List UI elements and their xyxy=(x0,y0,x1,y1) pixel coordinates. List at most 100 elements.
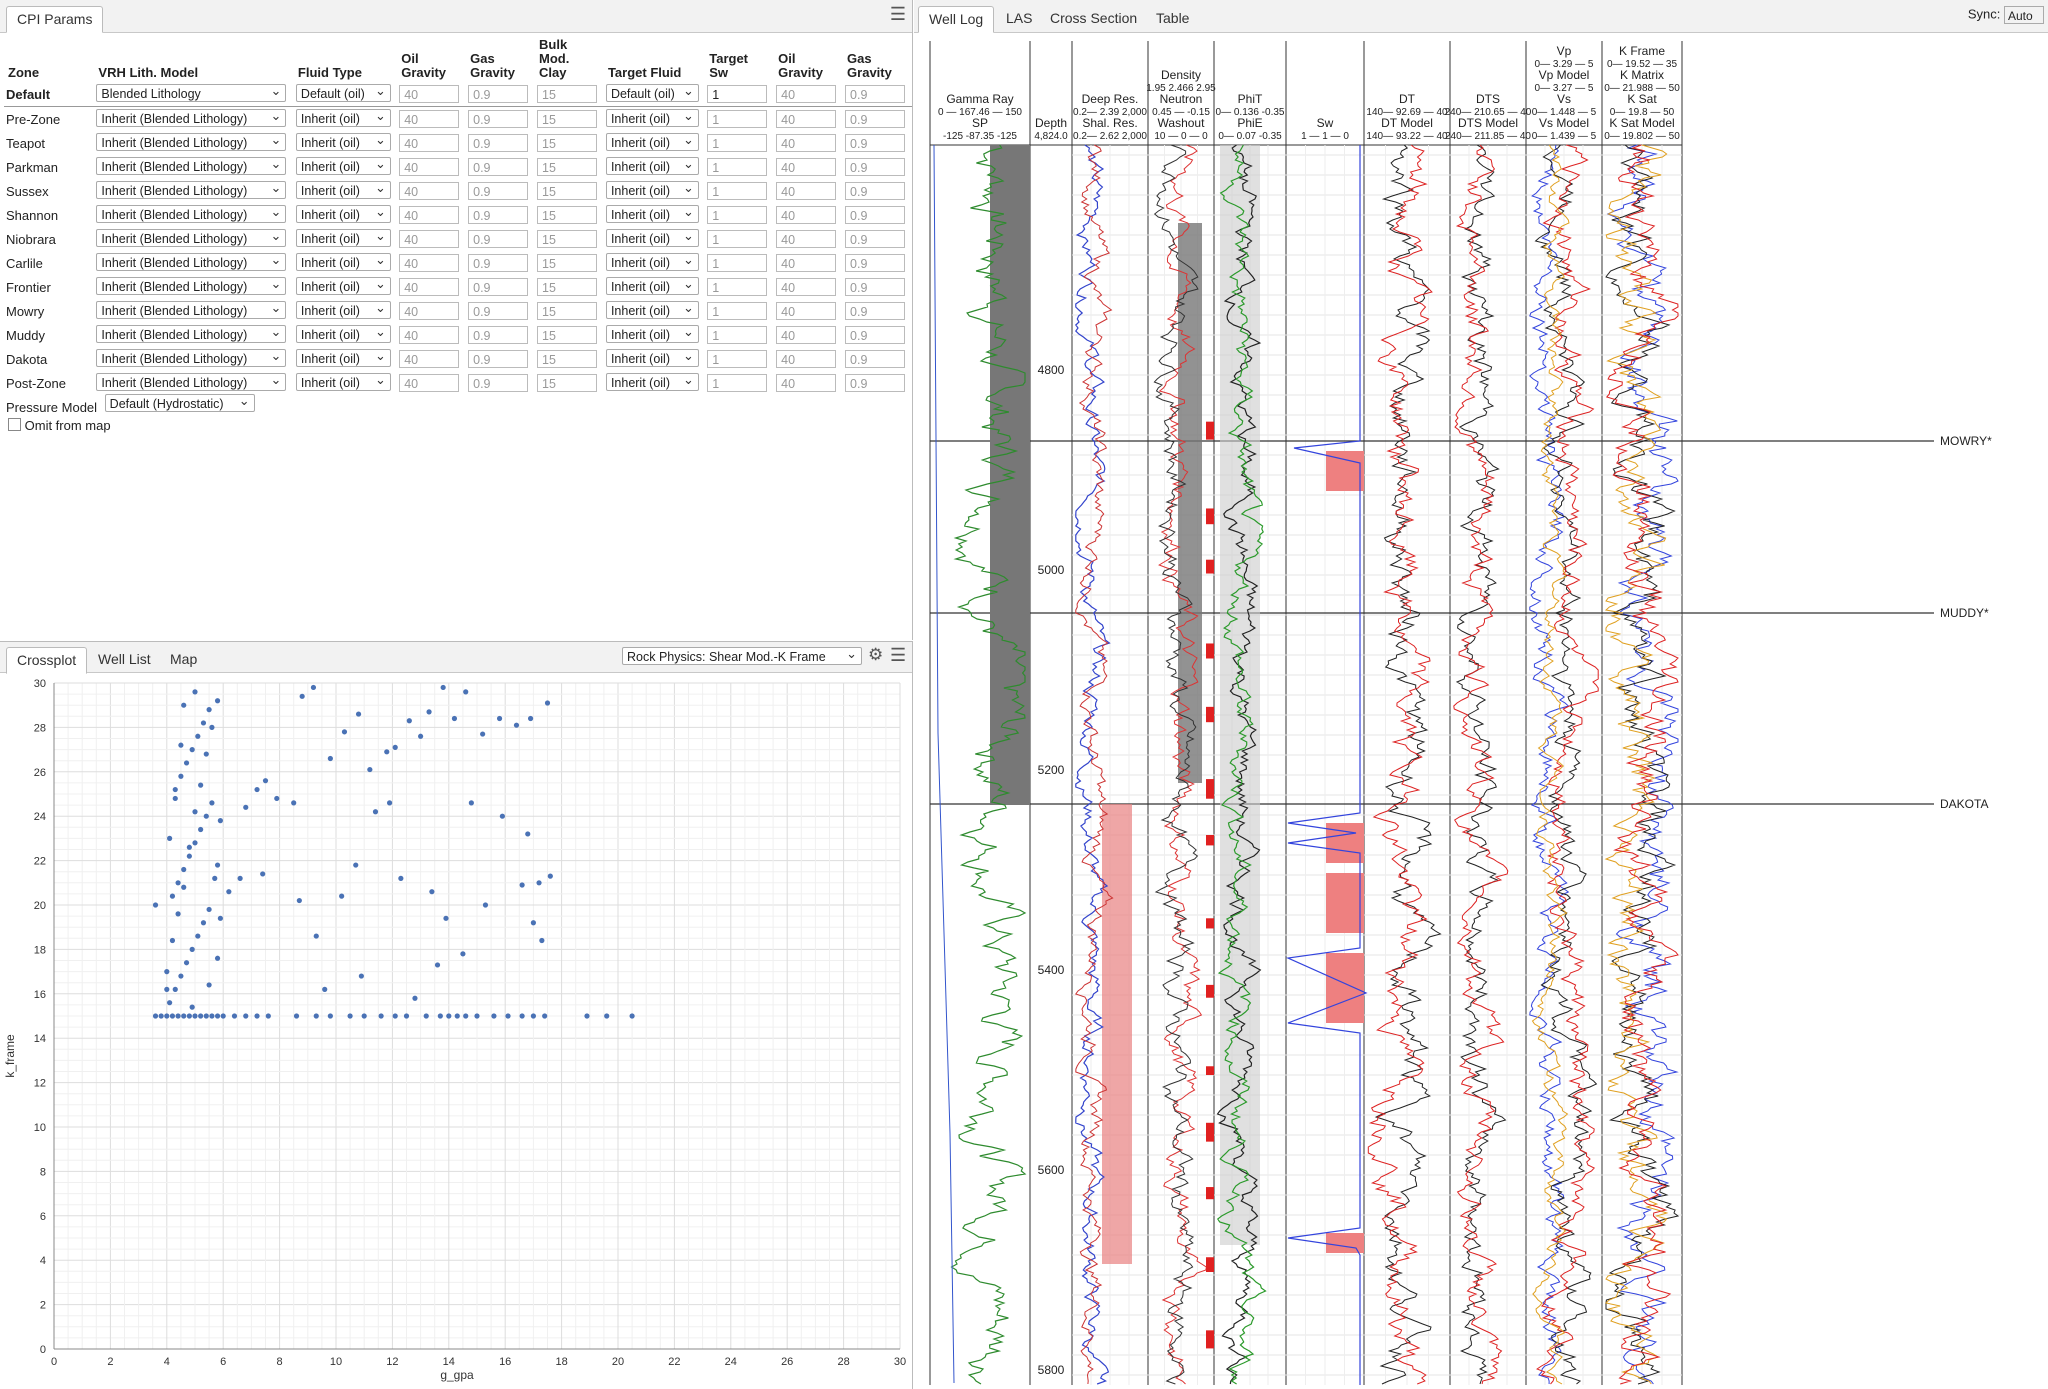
scatter-point[interactable] xyxy=(339,893,345,899)
scatter-point[interactable] xyxy=(164,969,170,975)
target-fluid-select[interactable]: Inherit (oil) xyxy=(605,132,699,151)
scatter-point[interactable] xyxy=(203,813,209,819)
scatter-point[interactable] xyxy=(158,1013,164,1019)
scatter-point[interactable] xyxy=(291,800,297,806)
scatter-point[interactable] xyxy=(172,795,178,802)
gas-gravity-2-input[interactable]: 0.9 xyxy=(845,278,906,296)
target-sw-input[interactable]: 1 xyxy=(707,110,768,128)
scatter-point[interactable] xyxy=(496,715,503,722)
crossplot-chart[interactable]: 0 2 4 6 8 10 12 14 16 18 20 22 24 26 28 300246810121416… xyxy=(0,673,912,1389)
crossplot-type-select[interactable]: Rock Physics: Shear Mod.-K Frame xyxy=(622,647,862,665)
scatter-point[interactable] xyxy=(434,962,441,968)
scatter-point[interactable] xyxy=(254,1013,260,1019)
tab-well-log[interactable]: Well Log xyxy=(918,6,995,33)
scatter-point[interactable] xyxy=(406,718,412,724)
scatter-point[interactable] xyxy=(341,729,348,735)
tab-cpi-params[interactable]: CPI Params xyxy=(6,6,104,33)
fluid-select[interactable]: Inherit (oil) xyxy=(295,108,391,127)
gas-gravity-2-input[interactable]: 0.9 xyxy=(845,350,906,368)
scatter-point[interactable] xyxy=(217,915,223,921)
scatter-point[interactable] xyxy=(172,786,178,793)
scatter-point[interactable] xyxy=(519,1013,525,1019)
gas-gravity-input[interactable]: 0.9 xyxy=(468,230,529,248)
oil-gravity-input[interactable]: 40 xyxy=(399,326,460,344)
target-sw-input[interactable]: 1 xyxy=(707,278,768,296)
scatter-point[interactable] xyxy=(519,882,525,888)
lith-select[interactable]: Inherit (Blended Lithology) xyxy=(96,252,287,271)
target-fluid-select[interactable]: Inherit (oil) xyxy=(605,324,699,343)
oil-gravity-2-input[interactable]: 40 xyxy=(776,302,837,320)
scatter-point[interactable] xyxy=(423,1013,429,1019)
oil-gravity-input[interactable]: 40 xyxy=(399,254,460,272)
gas-gravity-2-input[interactable]: 0.9 xyxy=(845,158,906,176)
fluid-select[interactable]: Inherit (oil) xyxy=(295,156,391,175)
gas-gravity-2-input[interactable]: 0.9 xyxy=(845,206,906,224)
scatter-point[interactable] xyxy=(195,733,201,739)
scatter-point[interactable] xyxy=(198,826,204,833)
tab-las[interactable]: LAS xyxy=(1006,10,1033,26)
scatter-point[interactable] xyxy=(181,884,187,890)
scatter-point[interactable] xyxy=(186,844,192,850)
scatter-point[interactable] xyxy=(378,1013,384,1019)
oil-gravity-input[interactable]: 40 xyxy=(399,350,460,368)
oil-gravity-input[interactable]: 40 xyxy=(399,206,460,224)
scatter-point[interactable] xyxy=(167,1000,173,1006)
scatter-point[interactable] xyxy=(265,1013,271,1019)
formation-top-label[interactable]: DAKOTA xyxy=(1940,797,1988,811)
gas-gravity-input[interactable]: 0.9 xyxy=(468,326,529,344)
gas-gravity-input[interactable]: 0.9 xyxy=(468,182,529,200)
scatter-point[interactable] xyxy=(440,684,446,691)
scatter-point[interactable] xyxy=(206,906,212,913)
target-sw-input[interactable]: 1 xyxy=(707,374,768,392)
scatter-point[interactable] xyxy=(426,709,432,715)
oil-gravity-2-input[interactable]: 40 xyxy=(776,278,837,296)
scatter-point[interactable] xyxy=(480,731,486,737)
scatter-point[interactable] xyxy=(212,875,218,881)
oil-gravity-2-input[interactable]: 40 xyxy=(776,85,837,103)
scatter-point[interactable] xyxy=(254,786,260,793)
scatter-point[interactable] xyxy=(209,1013,215,1019)
scatter-point[interactable] xyxy=(353,862,359,868)
target-fluid-select[interactable]: Inherit (oil) xyxy=(605,372,699,391)
scatter-point[interactable] xyxy=(186,853,192,859)
tab-well-list[interactable]: Well List xyxy=(98,651,151,667)
scatter-point[interactable] xyxy=(178,742,184,748)
scatter-point[interactable] xyxy=(186,1013,192,1019)
scatter-point[interactable] xyxy=(198,1013,204,1019)
target-sw-input[interactable]: 1 xyxy=(707,182,768,200)
lith-select[interactable]: Blended Lithology xyxy=(96,83,287,102)
target-fluid-select[interactable]: Inherit (oil) xyxy=(605,252,699,271)
scatter-point[interactable] xyxy=(412,995,418,1001)
scatter-point[interactable] xyxy=(220,1013,226,1019)
tab-map[interactable]: Map xyxy=(170,651,198,667)
clay-input[interactable]: 15 xyxy=(537,134,598,152)
scatter-point[interactable] xyxy=(474,1013,480,1019)
fluid-select[interactable]: Inherit (oil) xyxy=(295,204,391,223)
scatter-point[interactable] xyxy=(392,1013,398,1019)
oil-gravity-2-input[interactable]: 40 xyxy=(776,350,837,368)
scatter-point[interactable] xyxy=(403,1013,410,1019)
scatter-point[interactable] xyxy=(372,809,379,815)
target-fluid-select[interactable]: Inherit (oil) xyxy=(605,156,699,175)
gas-gravity-2-input[interactable]: 0.9 xyxy=(845,134,906,152)
scatter-point[interactable] xyxy=(299,693,305,699)
clay-input[interactable]: 15 xyxy=(537,85,598,103)
lith-select[interactable]: Inherit (Blended Lithology) xyxy=(96,180,287,199)
scatter-point[interactable] xyxy=(206,982,212,988)
scatter-point[interactable] xyxy=(226,889,232,895)
oil-gravity-input[interactable]: 40 xyxy=(399,134,460,152)
scatter-point[interactable] xyxy=(183,960,190,966)
gas-gravity-input[interactable]: 0.9 xyxy=(468,134,529,152)
oil-gravity-input[interactable]: 40 xyxy=(399,230,460,248)
scatter-point[interactable] xyxy=(293,1013,300,1019)
scatter-point[interactable] xyxy=(505,1013,511,1019)
gas-gravity-input[interactable]: 0.9 xyxy=(468,374,529,392)
oil-gravity-2-input[interactable]: 40 xyxy=(776,110,837,128)
gas-gravity-input[interactable]: 0.9 xyxy=(468,350,529,368)
scatter-point[interactable] xyxy=(200,920,207,926)
oil-gravity-2-input[interactable]: 40 xyxy=(776,134,837,152)
scatter-point[interactable] xyxy=(206,707,212,713)
scatter-point[interactable] xyxy=(367,766,373,773)
fluid-select[interactable]: Inherit (oil) xyxy=(295,300,391,319)
